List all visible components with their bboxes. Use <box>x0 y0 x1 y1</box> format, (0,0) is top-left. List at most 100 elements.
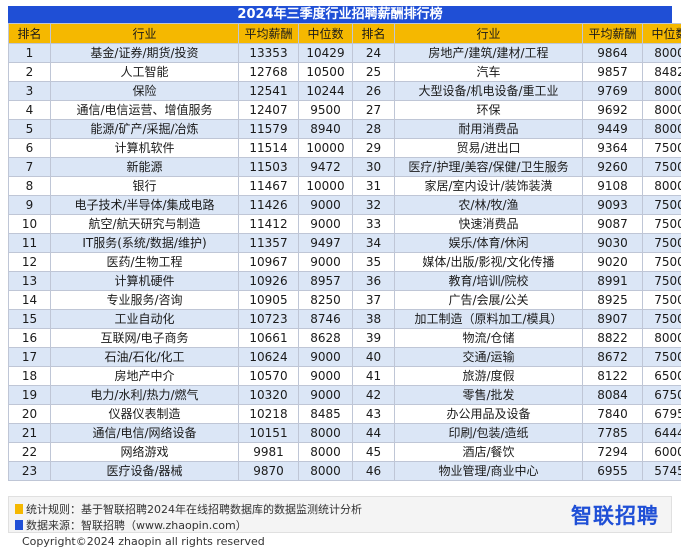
header-median: 中位数 <box>298 23 353 44</box>
average-salary-cell: 10661 <box>238 328 299 348</box>
median-cell: 8000 <box>642 81 681 101</box>
industry-cell: 仪器仪表制造 <box>50 404 239 424</box>
average-salary-cell: 9020 <box>582 252 643 272</box>
average-salary-cell: 12541 <box>238 81 299 101</box>
rank-cell: 44 <box>352 423 395 443</box>
median-cell: 8250 <box>298 290 353 310</box>
rank-cell: 19 <box>8 385 51 405</box>
industry-cell: 保险 <box>50 81 239 101</box>
industry-cell: 快速消费品 <box>394 214 583 234</box>
average-salary-cell: 10624 <box>238 347 299 367</box>
average-salary-cell: 8822 <box>582 328 643 348</box>
industry-cell: 互联网/电子商务 <box>50 328 239 348</box>
rank-cell: 31 <box>352 176 395 196</box>
industry-cell: 基金/证券/期货/投资 <box>50 43 239 63</box>
header-industry: 行业 <box>50 23 239 44</box>
average-salary-cell: 9260 <box>582 157 643 177</box>
average-salary-cell: 8672 <box>582 347 643 367</box>
industry-cell: 工业自动化 <box>50 309 239 329</box>
average-salary-cell: 9093 <box>582 195 643 215</box>
industry-cell: 电子技术/半导体/集成电路 <box>50 195 239 215</box>
table-row: 12 医药/生物工程 10967 9000 35 媒体/出版/影视/文化传播 9020 750… <box>8 252 681 272</box>
copyright-text: Copyright©2024 zhaopin all rights reserv… <box>22 535 265 548</box>
average-salary-cell: 6955 <box>582 461 643 481</box>
median-cell: 9000 <box>298 366 353 386</box>
industry-cell: 银行 <box>50 176 239 196</box>
average-salary-cell: 9030 <box>582 233 643 253</box>
industry-cell: 加工制造（原料加工/模具） <box>394 309 583 329</box>
median-cell: 10500 <box>298 62 353 82</box>
median-cell: 8000 <box>298 442 353 462</box>
average-salary-cell: 9692 <box>582 100 643 120</box>
industry-cell: 汽车 <box>394 62 583 82</box>
rank-cell: 27 <box>352 100 395 120</box>
median-cell: 9500 <box>298 100 353 120</box>
median-cell: 8000 <box>642 43 681 63</box>
rank-cell: 46 <box>352 461 395 481</box>
median-cell: 8628 <box>298 328 353 348</box>
industry-cell: 媒体/出版/影视/文化传播 <box>394 252 583 272</box>
rank-cell: 22 <box>8 442 51 462</box>
industry-cell: 物流/仓储 <box>394 328 583 348</box>
rank-cell: 13 <box>8 271 51 291</box>
rank-cell: 38 <box>352 309 395 329</box>
median-cell: 9000 <box>298 195 353 215</box>
table-title: 2024年三季度行业招聘薪酬排行榜 <box>8 6 672 23</box>
average-salary-cell: 8991 <box>582 271 643 291</box>
table-row: 20仪器仪表制造10218848543办公用品及设备78406795 <box>8 404 681 424</box>
industry-cell: 航空/航天研究与制造 <box>50 214 239 234</box>
average-salary-cell: 11357 <box>238 233 299 253</box>
median-cell: 8940 <box>298 119 353 139</box>
median-cell: 6750 <box>642 385 681 405</box>
industry-cell: 耐用消费品 <box>394 119 583 139</box>
median-cell: 7500 <box>642 347 681 367</box>
rank-cell: 7 <box>8 157 51 177</box>
industry-cell: 电力/水利/热力/燃气 <box>50 385 239 405</box>
average-salary-cell: 11412 <box>238 214 299 234</box>
median-cell: 9000 <box>298 347 353 367</box>
rank-cell: 21 <box>8 423 51 443</box>
rank-cell: 35 <box>352 252 395 272</box>
rank-cell: 2 <box>8 62 51 82</box>
header-industry-2: 行业 <box>394 23 583 44</box>
industry-cell: 广告/会展/公关 <box>394 290 583 310</box>
rank-cell: 25 <box>352 62 395 82</box>
industry-cell: 房地产中介 <box>50 366 239 386</box>
rank-cell: 41 <box>352 366 395 386</box>
rank-cell: 9 <box>8 195 51 215</box>
industry-cell: IT服务(系统/数据/维护) <box>50 233 239 253</box>
rank-cell: 43 <box>352 404 395 424</box>
industry-cell: 人工智能 <box>50 62 239 82</box>
rank-cell: 37 <box>352 290 395 310</box>
average-salary-cell: 9364 <box>582 138 643 158</box>
average-salary-cell: 10723 <box>238 309 299 329</box>
industry-cell: 通信/电信运营、增值服务 <box>50 100 239 120</box>
average-salary-cell: 10570 <box>238 366 299 386</box>
header-median-2: 中位数 <box>642 23 681 44</box>
median-cell: 6500 <box>642 366 681 386</box>
median-cell: 8000 <box>642 328 681 348</box>
average-salary-cell: 9864 <box>582 43 643 63</box>
average-salary-cell: 8907 <box>582 309 643 329</box>
industry-cell: 物业管理/商业中心 <box>394 461 583 481</box>
average-salary-cell: 11514 <box>238 138 299 158</box>
average-salary-cell: 10926 <box>238 271 299 291</box>
industry-cell: 教育/培训/院校 <box>394 271 583 291</box>
average-salary-cell: 9857 <box>582 62 643 82</box>
rank-cell: 24 <box>352 43 395 63</box>
median-cell: 9472 <box>298 157 353 177</box>
median-cell: 7500 <box>642 271 681 291</box>
header-rank: 排名 <box>8 23 51 44</box>
table-row: 2人工智能127681050025汽车98578482 <box>8 62 681 82</box>
median-cell: 8000 <box>642 100 681 120</box>
table-row: 11 IT服务(系统/数据/维护) 11357 9497 34 娱乐/体育/休闲 9030 7… <box>8 233 681 253</box>
rank-cell: 14 <box>8 290 51 310</box>
